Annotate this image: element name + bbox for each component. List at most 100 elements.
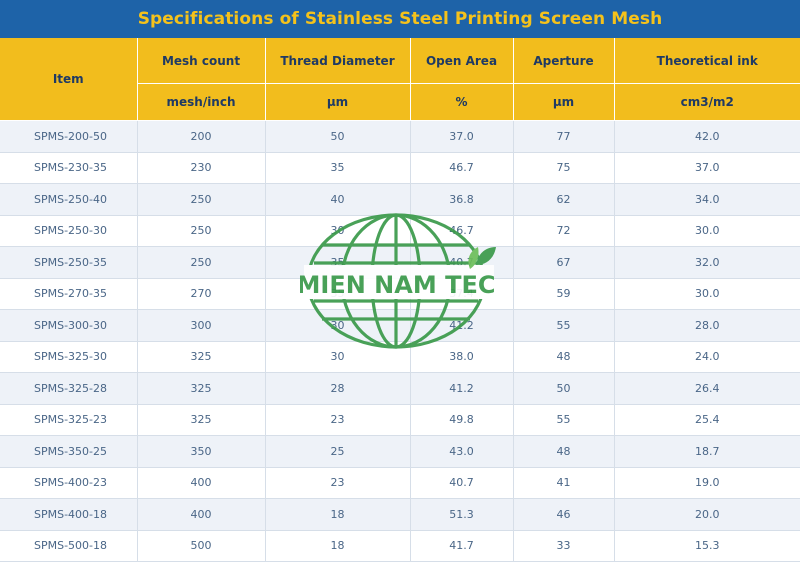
cell-open-area: 49.8 [410,404,514,436]
cell-theoretical-ink: 42.0 [614,120,800,153]
cell-theoretical-ink: 24.0 [614,341,800,373]
cell-theoretical-ink: 30.0 [614,215,800,247]
unit-aperture: µm [513,83,615,121]
table-body: SPMS-200-50 200 50 37.0 77 42.0 SPMS-230-35 230… [0,120,800,562]
cell-mesh-count: 250 [137,246,266,279]
cell-mesh-count: 325 [137,404,266,436]
cell-theoretical-ink: 32.0 [614,246,800,279]
page-title: Specifications of Stainless Steel Printi… [0,0,800,38]
cell-mesh-count: 400 [137,498,266,531]
cell-open-area: 41.2 [410,309,514,342]
cell-thread-diameter: 28 [265,372,411,405]
table-row: SPMS-325-30 325 30 38.0 48 24.0 [0,341,800,373]
cell-thread-diameter: 23 [265,404,411,436]
table-row: SPMS-325-28 325 28 41.2 50 26.4 [0,372,800,405]
cell-open-area: 38.0 [410,341,514,373]
cell-mesh-count: 325 [137,341,266,373]
cell-item: SPMS-350-25 [0,435,138,468]
table-row: SPMS-300-30 300 30 41.2 55 28.0 [0,309,800,342]
cell-mesh-count: 350 [137,435,266,468]
cell-aperture: 46 [513,498,615,531]
table-row: SPMS-400-18 400 18 51.3 46 20.0 [0,498,800,531]
cell-aperture: 48 [513,435,615,468]
cell-theoretical-ink: 34.0 [614,183,800,216]
cell-thread-diameter: 35 [265,278,411,310]
cell-open-area: 43.0 [410,435,514,468]
cell-aperture: 41 [513,467,615,499]
cell-mesh-count: 300 [137,309,266,342]
cell-mesh-count: 200 [137,120,266,153]
unit-mesh-count: mesh/inch [137,83,266,121]
cell-item: SPMS-325-23 [0,404,138,436]
cell-mesh-count: 230 [137,152,266,184]
cell-item: SPMS-200-50 [0,120,138,153]
cell-open-area: 46.7 [410,152,514,184]
cell-open-area: 37.0 [410,120,514,153]
cell-mesh-count: 250 [137,183,266,216]
unit-row: mesh/inch µm % µm cm3/m2 [0,83,800,121]
cell-open-area: 41.7 [410,530,514,562]
cell-item: SPMS-325-28 [0,372,138,405]
cell-thread-diameter: 18 [265,498,411,531]
cell-aperture: 48 [513,341,615,373]
unit-open-area: % [410,83,514,121]
cell-theoretical-ink: 26.4 [614,372,800,405]
cell-aperture: 72 [513,215,615,247]
cell-item: SPMS-400-23 [0,467,138,499]
cell-thread-diameter: 30 [265,309,411,342]
table-row: SPMS-350-25 350 25 43.0 48 18.7 [0,435,800,468]
header-row: Item Mesh count Thread Diameter Open Are… [0,38,800,121]
cell-open-area: 40.7 [410,246,514,279]
cell-thread-diameter: 35 [265,246,411,279]
cell-theoretical-ink: 30.0 [614,278,800,310]
column-header-item: Item [0,38,138,121]
cell-item: SPMS-250-35 [0,246,138,279]
cell-thread-diameter: 25 [265,435,411,468]
cell-theoretical-ink: 28.0 [614,309,800,342]
cell-mesh-count: 270 [137,278,266,310]
cell-item: SPMS-270-35 [0,278,138,310]
cell-theoretical-ink: 37.0 [614,152,800,184]
table-row: SPMS-230-35 230 35 46.7 75 37.0 [0,152,800,184]
table-row: SPMS-250-30 250 30 46.7 72 30.0 [0,215,800,247]
cell-aperture: 33 [513,530,615,562]
cell-item: SPMS-500-18 [0,530,138,562]
cell-aperture: 59 [513,278,615,310]
cell-thread-diameter: 18 [265,530,411,562]
cell-open-area: 41.2 [410,372,514,405]
cell-item: SPMS-250-30 [0,215,138,247]
table-row: SPMS-250-40 250 40 36.8 62 34.0 [0,183,800,216]
cell-thread-diameter: 40 [265,183,411,216]
unit-thread-diameter: µm [265,83,411,121]
table-row: SPMS-400-23 400 23 40.7 41 19.0 [0,467,800,499]
cell-aperture: 67 [513,246,615,279]
table-row: SPMS-200-50 200 50 37.0 77 42.0 [0,120,800,153]
cell-open-area: 46.7 [410,215,514,247]
cell-item: SPMS-300-30 [0,309,138,342]
cell-aperture: 77 [513,120,615,153]
table-row: SPMS-250-35 250 35 40.7 67 32.0 [0,246,800,279]
cell-mesh-count: 325 [137,372,266,405]
spec-table: Item Mesh count Thread Diameter Open Are… [0,38,800,562]
cell-mesh-count: 500 [137,530,266,562]
cell-aperture: 50 [513,372,615,405]
cell-aperture: 62 [513,183,615,216]
cell-theoretical-ink: 18.7 [614,435,800,468]
cell-item: SPMS-400-18 [0,498,138,531]
table-row: SPMS-500-18 500 18 41.7 33 15.3 [0,530,800,562]
cell-thread-diameter: 35 [265,152,411,184]
cell-item: SPMS-250-40 [0,183,138,216]
cell-open-area: 40.7 [410,467,514,499]
unit-theoretical-ink: cm3/m2 [614,83,800,121]
cell-theoretical-ink: 15.3 [614,530,800,562]
cell-item: SPMS-325-30 [0,341,138,373]
cell-aperture: 75 [513,152,615,184]
cell-thread-diameter: 30 [265,341,411,373]
table-row: SPMS-325-23 325 23 49.8 55 25.4 [0,404,800,436]
column-header-mesh-count: Mesh count [137,38,266,84]
column-header-theoretical-ink: Theoretical ink [614,38,800,84]
cell-thread-diameter: 23 [265,467,411,499]
column-header-aperture: Aperture [513,38,615,84]
cell-open-area: 37.4 [410,278,514,310]
cell-item: SPMS-230-35 [0,152,138,184]
